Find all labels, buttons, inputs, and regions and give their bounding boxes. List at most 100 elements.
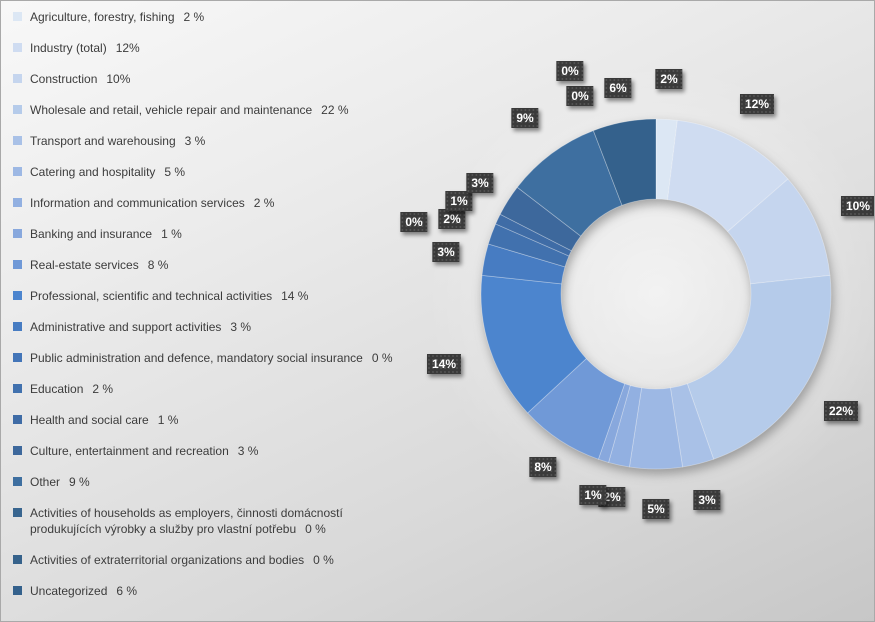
legend-text: Information and communication services 2 … [30,195,274,211]
legend-item[interactable]: Transport and warehousing 3 % [13,133,395,149]
legend-label: Real-estate services [30,258,139,272]
legend-text: Transport and warehousing 3 % [30,133,205,149]
legend-text: Activities of extraterritorial organizat… [30,552,334,568]
legend-label: Administrative and support activities [30,320,222,334]
legend-marker [13,291,22,300]
legend-text: Wholesale and retail, vehicle repair and… [30,102,349,118]
legend-text: Industry (total) 12% [30,40,140,56]
legend-label: Other [30,475,61,489]
data-label: 0% [566,86,594,106]
legend-value: 2 % [92,382,114,396]
donut-slice[interactable] [667,119,789,233]
legend-item[interactable]: Construction 10% [13,71,395,87]
legend-marker [13,446,22,455]
legend-value: 1 % [157,413,179,427]
legend-value: 1 % [161,227,182,241]
legend-value: 6 % [116,584,138,598]
legend-label: Wholesale and retail, vehicle repair and… [30,103,313,117]
legend-marker [13,384,22,393]
donut-slice[interactable] [686,274,832,460]
data-label: 10% [840,196,874,216]
legend-text: Health and social care 1 % [30,412,178,428]
data-label: 3% [466,173,494,193]
legend-marker [13,508,22,517]
data-label: 3% [693,490,721,510]
legend-value: 3 % [237,444,259,458]
legend-text: Construction 10% [30,71,130,87]
legend-label: Health and social care [30,413,149,427]
legend-text: Education 2 % [30,381,113,397]
data-label: 5% [642,499,670,519]
legend-item[interactable]: Information and communication services 2 … [13,195,395,211]
data-label: 0% [400,212,428,232]
legend-item[interactable]: Professional, scientific and technical a… [13,288,395,304]
legend-text: Other 9 % [30,474,90,490]
legend-value: 0 % [305,522,326,536]
legend-item[interactable]: Agriculture, forestry, fishing 2 % [13,9,395,25]
legend-value: 0 % [371,351,393,365]
legend-text: Professional, scientific and technical a… [30,288,308,304]
legend-item[interactable]: Wholesale and retail, vehicle repair and… [13,102,395,118]
legend-label: Banking and insurance [30,227,153,241]
legend-text: Administrative and support activities 3 % [30,319,251,335]
legend-item[interactable]: Activities of households as employers, č… [13,505,395,537]
legend-value: 8 % [147,258,169,272]
data-label: 2% [438,209,466,229]
legend-item[interactable]: Public administration and defence, manda… [13,350,395,366]
legend-marker [13,260,22,269]
legend-label: Education [30,382,84,396]
legend-item[interactable]: Culture, entertainment and recreation 3 % [13,443,395,459]
legend-item[interactable]: Other 9 % [13,474,395,490]
legend-marker [13,415,22,424]
data-label: 22% [823,401,859,421]
legend-label: Industry (total) [30,41,107,55]
legend-value: 14 % [281,289,309,303]
donut-slice[interactable] [480,274,587,414]
legend-label: Professional, scientific and technical a… [30,289,273,303]
legend-marker [13,322,22,331]
legend-value: 0 % [313,553,334,567]
legend-value: 2 % [183,10,205,24]
legend-label: Transport and warehousing [30,134,176,148]
data-label: 9% [511,108,539,128]
legend-marker [13,198,22,207]
donut-slice[interactable] [592,118,657,206]
legend-text: Agriculture, forestry, fishing 2 % [30,9,204,25]
legend-text: Catering and hospitality 5 % [30,164,185,180]
legend-text: Activities of households as employers, č… [30,505,395,537]
legend-label: Agriculture, forestry, fishing [30,10,175,24]
legend-item[interactable]: Uncategorized 6 % [13,583,395,599]
data-label: 1% [445,191,473,211]
legend: Agriculture, forestry, fishing 2 % Industr… [13,9,395,614]
legend-value: 12% [115,41,140,55]
legend-marker [13,12,22,21]
legend-label: Activities of extraterritorial organizat… [30,553,305,567]
legend-item[interactable]: Health and social care 1 % [13,412,395,428]
legend-label: Information and communication services [30,196,245,210]
legend-marker [13,555,22,564]
data-label: 0% [556,61,584,81]
legend-item[interactable]: Activities of extraterritorial organizat… [13,552,395,568]
data-label: 8% [529,457,557,477]
legend-item[interactable]: Real-estate services 8 % [13,257,395,273]
data-label: 2% [655,69,683,89]
legend-value: 2 % [253,196,275,210]
legend-text: Public administration and defence, manda… [30,350,393,366]
data-label: 6% [604,78,632,98]
legend-item[interactable]: Catering and hospitality 5 % [13,164,395,180]
legend-item[interactable]: Banking and insurance 1 % [13,226,395,242]
legend-label: Culture, entertainment and recreation [30,444,229,458]
legend-marker [13,43,22,52]
legend-marker [13,229,22,238]
legend-marker [13,105,22,114]
legend-value: 3 % [230,320,252,334]
legend-item[interactable]: Education 2 % [13,381,395,397]
legend-item[interactable]: Industry (total) 12% [13,40,395,56]
legend-value: 10% [106,72,131,86]
data-label: 1% [579,485,607,505]
legend-marker [13,477,22,486]
legend-item[interactable]: Administrative and support activities 3 % [13,319,395,335]
data-label: 14% [426,354,462,374]
